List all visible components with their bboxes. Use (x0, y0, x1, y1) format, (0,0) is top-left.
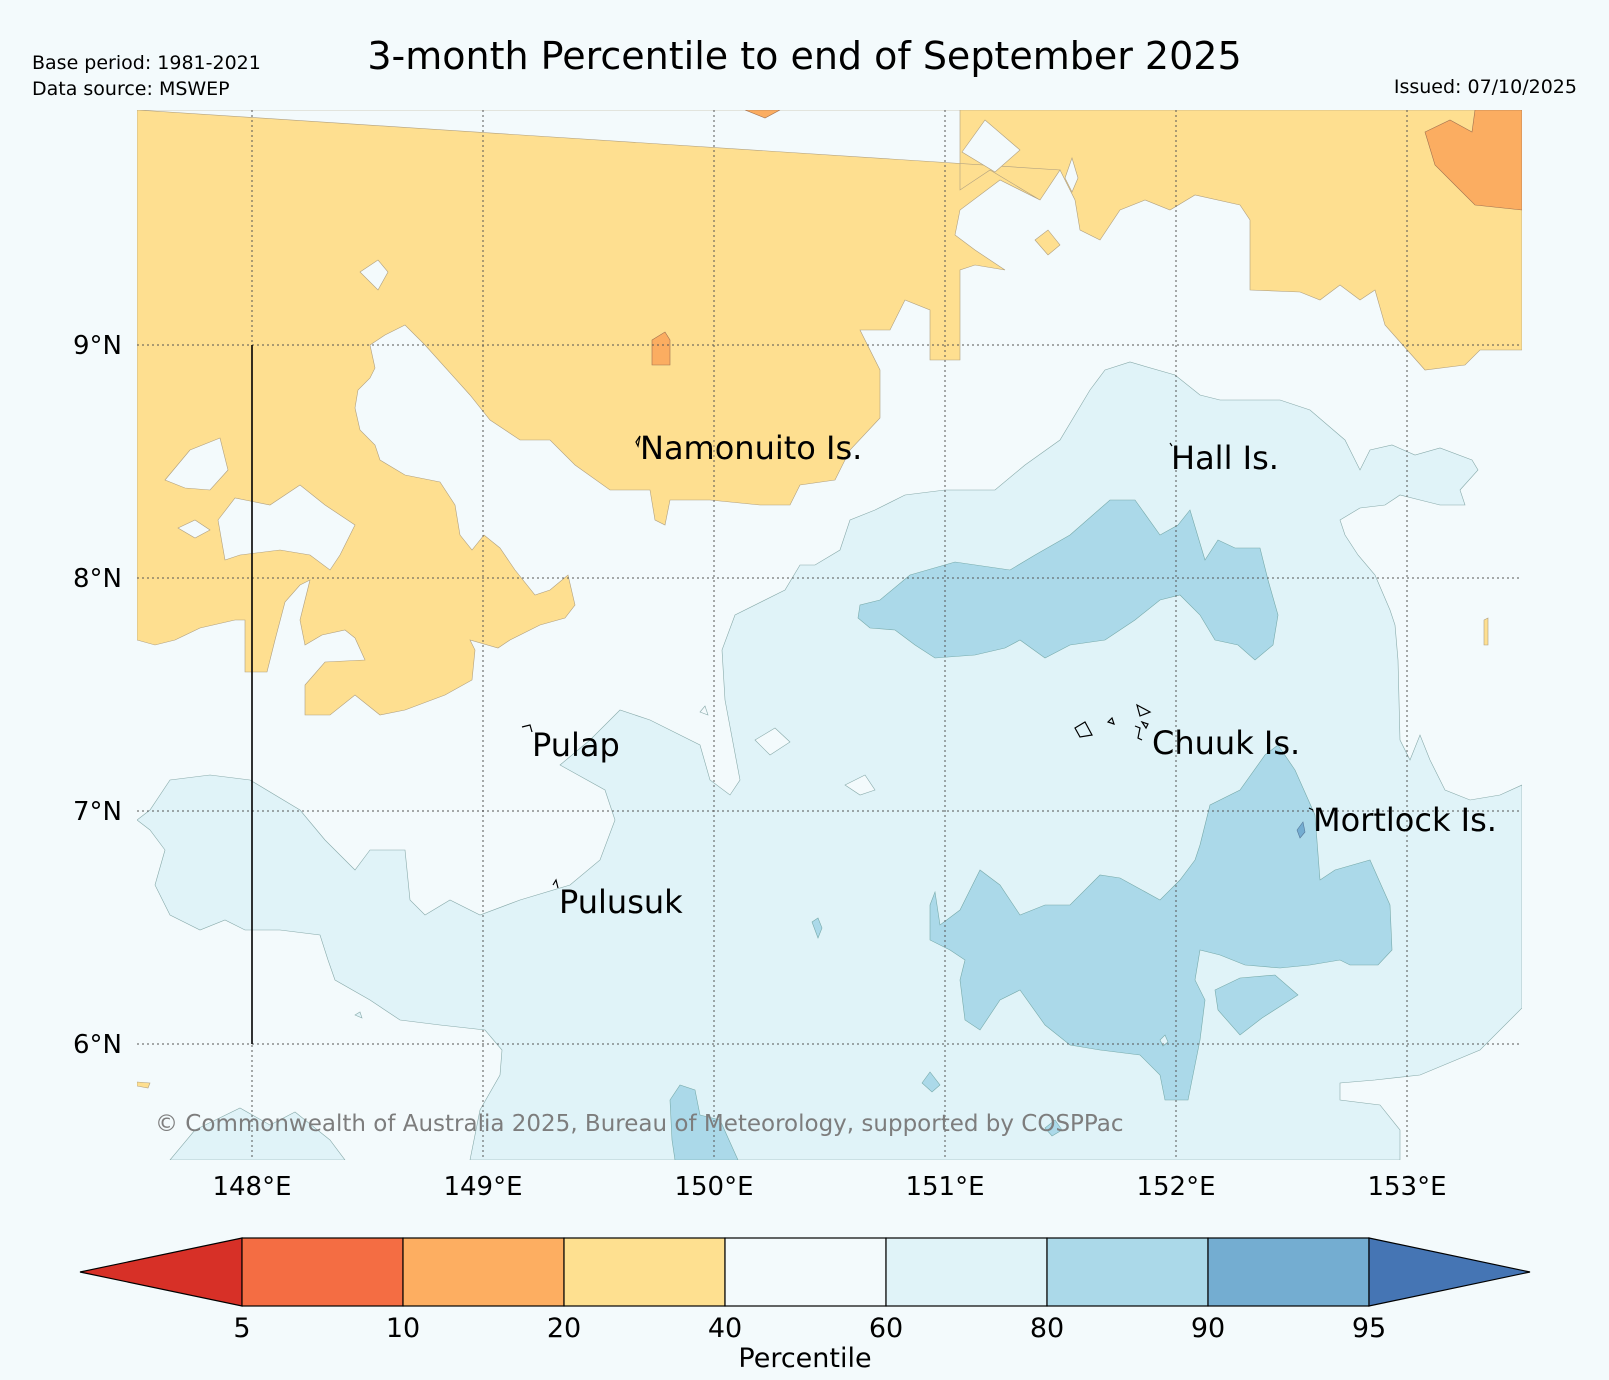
colorbar-segment-20-40 (563, 1237, 726, 1307)
island-outlines (521, 435, 1314, 889)
region-80-90-north (857, 499, 1279, 661)
region-10-20-center (651, 331, 671, 366)
copyright-notice: © Commonwealth of Australia 2025, Bureau… (155, 1111, 1124, 1137)
colorbar-tick-60: 60 (869, 1313, 903, 1344)
lat-label-6n: 6°N (73, 1030, 122, 1060)
region-20-40-small-c (137, 1081, 151, 1089)
colorbar-label: Percentile (738, 1343, 871, 1374)
island-chuuk-a (1074, 721, 1093, 738)
base-period: Base period: 1981-2021 (32, 52, 261, 74)
region-80-90-dot-a (811, 917, 823, 939)
colorbar-tick-80: 80 (1030, 1313, 1064, 1344)
colorbar (79, 1237, 1531, 1307)
lon-label-150e: 150°E (674, 1172, 753, 1202)
island-chuuk-e (1140, 720, 1149, 730)
region-60-80-sw (169, 1107, 346, 1160)
hole-60-80-c (699, 705, 709, 716)
metadata-block: Base period: 1981-2021 Data source: MSWE… (32, 50, 261, 102)
island-namonuito (635, 435, 641, 448)
colorbar-tick-95: 95 (1352, 1313, 1386, 1344)
region-80-90-dot-b (921, 1071, 941, 1093)
region-20-40-small-b (1483, 617, 1489, 646)
place-namonuito: Namonuito Is. (640, 429, 862, 467)
issued-date: Issued: 07/10/2025 (1393, 76, 1577, 98)
colorbar-segment-10-20 (402, 1237, 565, 1307)
region-90-95-dot (1296, 821, 1306, 839)
hole-40-60-d (359, 259, 389, 291)
colorbar-tick-40: 40 (708, 1313, 742, 1344)
colorbar-tick-10: 10 (386, 1313, 420, 1344)
latitude-labels: 9°N 8°N 7°N 6°N (73, 331, 122, 1060)
region-80-90-island (1214, 974, 1299, 1036)
lon-label-149e: 149°E (443, 1172, 522, 1202)
region-20-40-small-a (1034, 229, 1061, 256)
hole-40-60-e (961, 119, 1021, 173)
region-80-90-south (929, 744, 1393, 1101)
region-10-20-top (744, 110, 781, 119)
island-pulusuk (552, 878, 559, 889)
region-10-20-ne (1424, 110, 1522, 211)
map-area: © Commonwealth of Australia 2025, Bureau… (137, 110, 1522, 1160)
graticule (137, 110, 1522, 1160)
colorbar-segment-40-60 (724, 1237, 887, 1307)
place-mortlock: Mortlock Is. (1313, 801, 1497, 839)
hole-40-60-f (1064, 157, 1079, 193)
region-60-80-dot (354, 1011, 363, 1019)
colorbar-tick-90: 90 (1191, 1313, 1225, 1344)
region-80-90-dot-c (1044, 1119, 1063, 1137)
lon-label-152e: 152°E (1136, 1172, 1215, 1202)
colorbar-tick-20: 20 (547, 1313, 581, 1344)
place-labels: Namonuito Is. Hall Is. Pulap Chuuk Is. M… (532, 429, 1497, 921)
hole-40-60-b (177, 519, 211, 539)
lat-label-7n: 7°N (73, 797, 122, 827)
lon-label-153e: 153°E (1367, 1172, 1446, 1202)
region-80-90-sw (669, 1084, 739, 1160)
island-mortlock (1308, 807, 1314, 811)
place-chuuk: Chuuk Is. (1152, 724, 1300, 762)
hole-60-80-a (754, 727, 791, 756)
lon-label-148e: 148°E (212, 1172, 291, 1202)
colorbar-segment-5-10 (241, 1237, 404, 1307)
colorbar-segment-60-80 (885, 1237, 1048, 1307)
colorbar-segment-90-95 (1207, 1237, 1370, 1307)
colorbar-segment-above-95 (1368, 1237, 1531, 1307)
map-title: 3-month Percentile to end of September 2… (367, 34, 1242, 78)
place-hall: Hall Is. (1171, 439, 1279, 477)
island-chuuk-b (1136, 703, 1152, 717)
colorbar-segment-below-5 (79, 1237, 243, 1307)
colorbar-ticks: 5 10 20 40 60 80 90 95 Percentile (233, 1313, 1386, 1374)
longitude-labels: 148°E 149°E 150°E 151°E 152°E 153°E (212, 1172, 1446, 1202)
lat-label-8n: 8°N (73, 564, 122, 594)
colorbar-segment-80-90 (1046, 1237, 1209, 1307)
colorbar-tick-5: 5 (233, 1313, 250, 1344)
lon-label-151e: 151°E (905, 1172, 984, 1202)
island-chuuk-c (1106, 716, 1115, 725)
place-pulusuk: Pulusuk (559, 883, 683, 921)
island-chuuk-d (1134, 725, 1143, 741)
data-source: Data source: MSWEP (32, 78, 230, 100)
island-pulap (521, 724, 533, 733)
hole-40-60-a (164, 437, 229, 491)
place-pulap: Pulap (532, 726, 620, 764)
island-hall (1169, 442, 1173, 447)
lat-label-9n: 9°N (73, 331, 122, 361)
hole-60-80-b (844, 774, 876, 796)
